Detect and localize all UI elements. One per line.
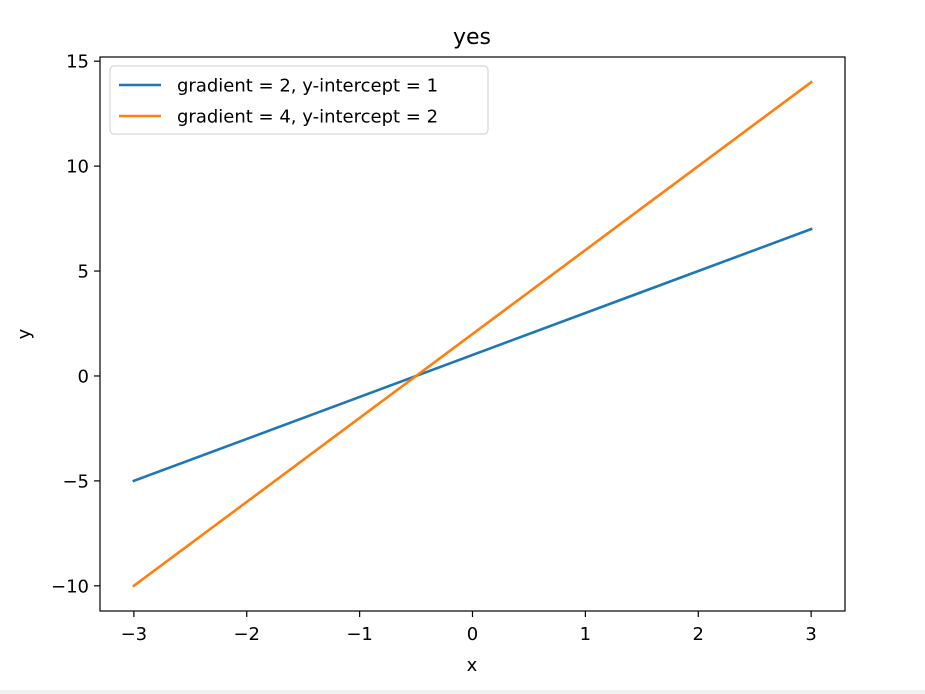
window-bottom-edge: [0, 690, 925, 694]
x-axis-label: x: [467, 655, 478, 676]
y-tick-label: −10: [51, 576, 89, 597]
series-line-2: [132, 80, 813, 588]
y-tick-label: 15: [66, 52, 89, 73]
x-tick-label: −1: [346, 624, 373, 645]
legend-label-1: gradient = 2, y-intercept = 1: [177, 76, 438, 97]
y-axis-label: y: [14, 328, 35, 339]
series-line-1: [132, 227, 813, 483]
y-tick-label: 10: [66, 157, 89, 178]
y-tick-label: 5: [78, 262, 89, 283]
legend: gradient = 2, y-intercept = 1 gradient = …: [109, 65, 489, 135]
series-layer: [132, 80, 813, 588]
plot-area-frame: [99, 56, 846, 612]
x-tick-label: −3: [121, 624, 148, 645]
legend-label-2: gradient = 4, y-intercept = 2: [177, 107, 438, 128]
y-tick-label: −5: [62, 471, 89, 492]
x-tick-label: 2: [693, 624, 704, 645]
y-tick-label: 0: [78, 366, 89, 387]
x-tick-label: 0: [467, 624, 478, 645]
chart-title: yes: [453, 25, 491, 50]
legend-box: [109, 65, 489, 135]
x-tick-label: −2: [233, 624, 260, 645]
x-tick-label: 3: [805, 624, 816, 645]
legend-entries: gradient = 2, y-intercept = 1 gradient = …: [119, 76, 438, 128]
x-tick-label: 1: [580, 624, 591, 645]
